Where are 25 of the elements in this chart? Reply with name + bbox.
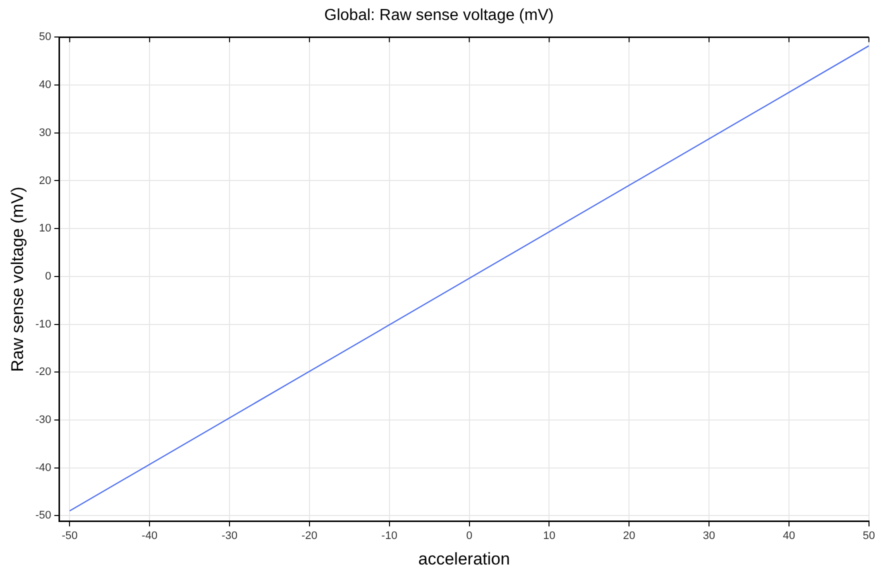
y-tick-label: -40: [35, 462, 52, 474]
y-tick-label: 40: [39, 79, 52, 92]
y-axis-title: Raw sense voltage (mV): [8, 186, 27, 372]
y-tick-label: 30: [39, 126, 52, 139]
y-tick-label: 10: [39, 222, 52, 235]
y-tick-label: 0: [45, 270, 52, 282]
x-tick-label: 50: [862, 530, 876, 542]
y-tick-label: -30: [35, 414, 52, 426]
x-tick-label: 30: [702, 530, 716, 542]
y-tick-label: -20: [35, 366, 52, 378]
x-tick-label: 0: [466, 530, 472, 542]
y-tick-label: -10: [35, 318, 52, 330]
chart-title: Global: Raw sense voltage (mV): [324, 7, 554, 24]
x-tick-label: -50: [62, 530, 78, 542]
x-tick-label: -20: [301, 530, 318, 542]
x-axis-title: acceleration: [418, 549, 510, 568]
x-tick-label: -30: [222, 530, 238, 542]
y-tick-label: 20: [39, 174, 52, 187]
x-tick-label: 20: [623, 530, 636, 542]
x-tick-label: 10: [543, 530, 556, 542]
x-tick-label: -10: [381, 530, 398, 542]
y-tick-label: -50: [35, 510, 52, 522]
x-tick-label: -40: [142, 530, 158, 542]
x-tick-label: 40: [782, 530, 796, 542]
y-tick-label: 50: [39, 31, 52, 44]
